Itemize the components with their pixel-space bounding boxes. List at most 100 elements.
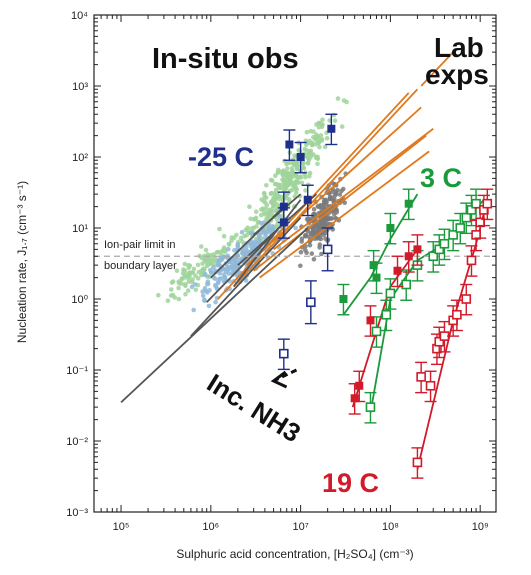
obs-point-green: [275, 206, 280, 211]
obs-point-grey: [339, 188, 344, 194]
obs-point-blue: [240, 248, 246, 253]
obs-point-green: [324, 136, 330, 141]
obs-point-green: [305, 160, 311, 166]
obs-point-green: [176, 296, 182, 302]
obs-point-blue: [205, 279, 211, 285]
obs-point-green: [294, 174, 300, 180]
obs-point-green: [221, 248, 226, 254]
obs-point-green: [322, 144, 328, 150]
obs-point-blue: [200, 289, 205, 294]
marker-open: [412, 457, 423, 468]
obs-point-blue: [250, 231, 255, 236]
obs-point-grey: [304, 250, 309, 255]
obs-point-green: [203, 247, 209, 253]
series-fit-line: [416, 199, 489, 470]
obs-point-green: [269, 198, 275, 204]
ion-pair-label-1: Ion-pair limit in: [104, 239, 176, 251]
obs-point-green: [176, 279, 181, 285]
annotation-minus25: -25 C: [188, 142, 254, 172]
marker-open: [434, 336, 445, 347]
obs-point-green: [258, 212, 264, 218]
obs-point-green: [209, 261, 214, 267]
observation-cloud: [156, 96, 349, 313]
obs-point-grey: [321, 219, 327, 224]
obs-point-blue: [257, 238, 262, 243]
obs-point-green: [301, 165, 307, 171]
obs-point-green: [244, 232, 249, 238]
obs-point-green: [176, 285, 181, 291]
obs-point-green: [199, 244, 204, 249]
marker-open: [416, 372, 426, 382]
marker-open: [448, 230, 458, 240]
obs-point-grey: [311, 207, 317, 212]
obs-point-grey: [313, 223, 318, 229]
obs-point-grey: [322, 197, 328, 203]
obs-point-blue: [243, 278, 249, 283]
obs-point-green: [183, 291, 188, 297]
obs-point-green: [284, 195, 290, 201]
obs-point-green: [308, 155, 313, 160]
obs-point-blue: [218, 276, 224, 281]
obs-point-green: [319, 124, 325, 129]
obs-point-green: [215, 249, 221, 255]
annotation-in-situ: In-situ obs: [152, 43, 299, 75]
marker-open: [322, 244, 333, 255]
obs-point-blue: [224, 267, 230, 273]
obs-point-blue: [266, 228, 272, 234]
obs-point-green: [191, 266, 197, 272]
y-tick-label: 10⁴: [71, 10, 88, 22]
obs-point-green: [282, 189, 288, 194]
obs-point-blue: [239, 229, 245, 235]
obs-point-green: [341, 98, 347, 103]
obs-point-grey: [307, 242, 313, 248]
obs-point-grey: [316, 204, 322, 210]
obs-point-green: [317, 144, 322, 150]
obs-point-green: [195, 262, 201, 268]
obs-point-grey: [305, 216, 311, 221]
obs-point-blue: [248, 241, 254, 247]
obs-point-green: [186, 272, 192, 278]
obs-point-green: [270, 178, 275, 183]
obs-point-green: [212, 256, 218, 261]
marker-open: [461, 212, 472, 223]
obs-point-green: [320, 117, 325, 122]
obs-point-green: [289, 171, 295, 177]
obs-point-green: [165, 298, 171, 304]
obs-point-green: [196, 269, 202, 275]
obs-point-green: [268, 191, 274, 196]
marker-filled: [296, 153, 305, 161]
marker-open: [401, 279, 412, 290]
obs-point-green: [185, 288, 191, 293]
obs-point-grey: [317, 242, 323, 247]
obs-point-green: [298, 174, 303, 180]
marker-filled: [372, 273, 381, 282]
obs-point-green: [226, 242, 232, 247]
lab-line: [245, 106, 422, 266]
obs-point-green: [318, 133, 324, 138]
obs-point-green: [290, 160, 296, 166]
obs-point-blue: [192, 282, 198, 287]
marker-filled: [285, 140, 294, 149]
obs-point-green: [264, 216, 269, 222]
obs-point-blue: [202, 285, 208, 291]
marker-filled: [279, 218, 288, 227]
marker-open: [365, 402, 376, 412]
lab-line: [273, 128, 434, 251]
obs-point-grey: [329, 216, 335, 221]
obs-point-grey: [335, 187, 340, 193]
obs-point-green: [253, 209, 259, 214]
obs-point-blue: [200, 293, 206, 299]
obs-point-green: [261, 199, 267, 204]
obs-point-green: [311, 129, 316, 134]
grey-fit-line: [120, 227, 309, 404]
obs-point-green: [294, 180, 300, 185]
y-axis-label: Nucleation rate, J₁.₇ (cm⁻³ s⁻¹): [15, 181, 29, 343]
obs-point-green: [193, 287, 199, 293]
obs-point-grey: [305, 229, 311, 234]
obs-point-blue: [244, 244, 249, 249]
obs-point-grey: [306, 234, 312, 240]
obs-point-green: [174, 268, 180, 274]
marker-filled: [366, 316, 375, 325]
marker-filled: [393, 266, 402, 275]
obs-point-green: [331, 112, 337, 118]
